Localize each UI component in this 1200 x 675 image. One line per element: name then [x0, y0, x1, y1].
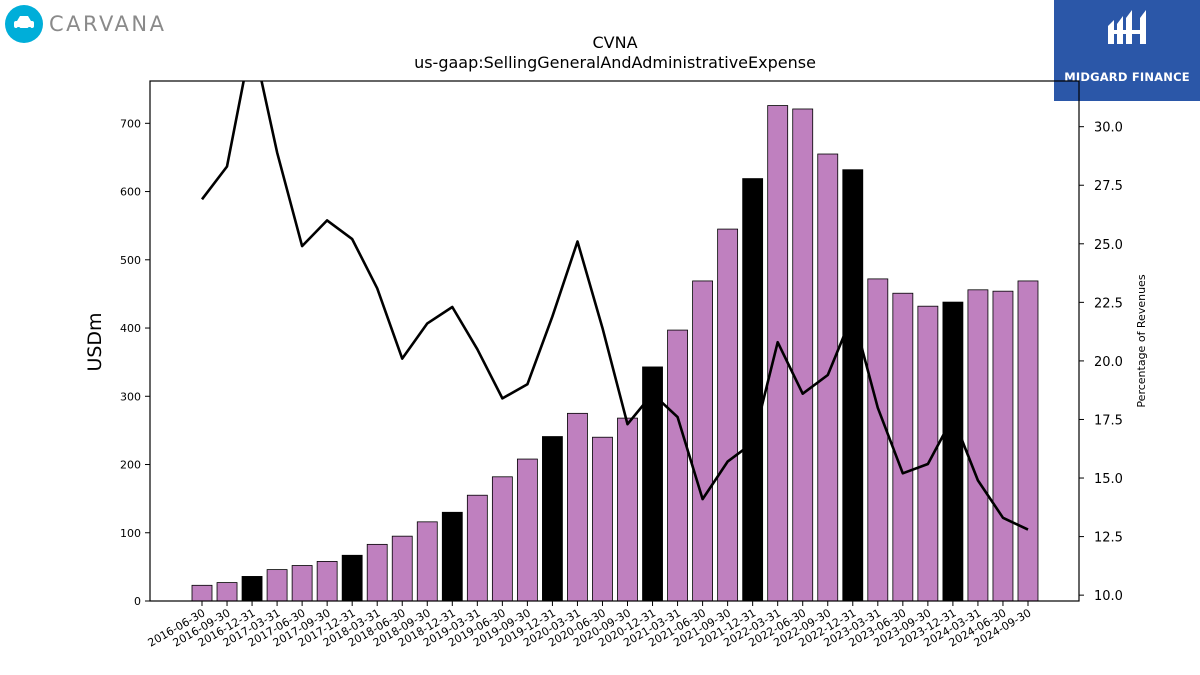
y2-tick-label: 30.0	[1094, 121, 1123, 136]
bar	[967, 289, 989, 602]
car-icon-glyph	[14, 16, 34, 31]
bar	[516, 458, 538, 602]
bar	[692, 280, 713, 602]
percentage-line	[200, 81, 1029, 531]
y2-tick-label: 10.0	[1094, 589, 1123, 604]
bar	[416, 521, 438, 602]
bar	[191, 584, 213, 602]
y-tick-label: 500	[120, 254, 141, 267]
midgard-finance-logo: MIDGARD FINANCE	[1054, 0, 1200, 101]
bar	[717, 228, 739, 602]
y-tick-label: 400	[120, 322, 141, 335]
y-tick-label: 600	[120, 186, 141, 199]
y2-tick-label: 17.5	[1094, 413, 1123, 428]
bar-series	[191, 105, 1039, 602]
bar	[892, 292, 914, 602]
y-tick-label: 200	[120, 459, 141, 472]
bar	[817, 153, 839, 602]
midgard-wordmark: MIDGARD FINANCE	[1064, 70, 1190, 84]
chart-title: CVNA	[592, 33, 637, 52]
bar	[792, 108, 814, 602]
bar	[842, 169, 864, 602]
bar	[491, 476, 513, 602]
y2-tick-label: 20.0	[1094, 355, 1123, 370]
y2-tick-label: 22.5	[1094, 296, 1123, 311]
bar	[266, 569, 288, 602]
bar	[316, 561, 338, 602]
y-tick-label: 700	[120, 117, 141, 130]
y2-axis-label: Percentage of Revenues	[1135, 274, 1148, 407]
bar	[617, 417, 638, 602]
bar	[567, 412, 588, 602]
bar	[742, 178, 764, 602]
bar	[291, 565, 313, 602]
midgard-logo-icon	[1108, 10, 1146, 44]
bar	[767, 105, 789, 602]
bar	[542, 436, 563, 602]
y2-tick-label: 12.5	[1094, 531, 1123, 546]
bar	[667, 329, 688, 602]
y2-tick-label: 25.0	[1094, 238, 1123, 253]
carvana-logo: CARVANA	[5, 5, 166, 43]
bar	[366, 543, 388, 602]
y-tick-label: 0	[134, 595, 141, 608]
y-axis-label: USDm	[84, 312, 106, 371]
bar	[942, 301, 964, 602]
bar	[241, 576, 263, 602]
bar	[466, 494, 488, 602]
bar	[391, 535, 413, 602]
bar	[341, 554, 363, 602]
y-tick-label: 100	[120, 527, 141, 540]
bar	[867, 278, 889, 602]
bar	[992, 290, 1014, 602]
y2-tick-label: 15.0	[1094, 472, 1123, 487]
y-tick-label: 300	[120, 390, 141, 403]
bar	[441, 511, 463, 602]
bar	[216, 582, 238, 602]
line-series	[200, 81, 1029, 531]
plot-frame	[149, 80, 1080, 602]
bar	[1017, 280, 1039, 602]
chart-subtitle: us-gaap:SellingGeneralAndAdministrativeE…	[414, 53, 816, 72]
y2-tick-label: 27.5	[1094, 179, 1123, 194]
bar	[592, 436, 613, 602]
carvana-wordmark: CARVANA	[49, 12, 166, 36]
